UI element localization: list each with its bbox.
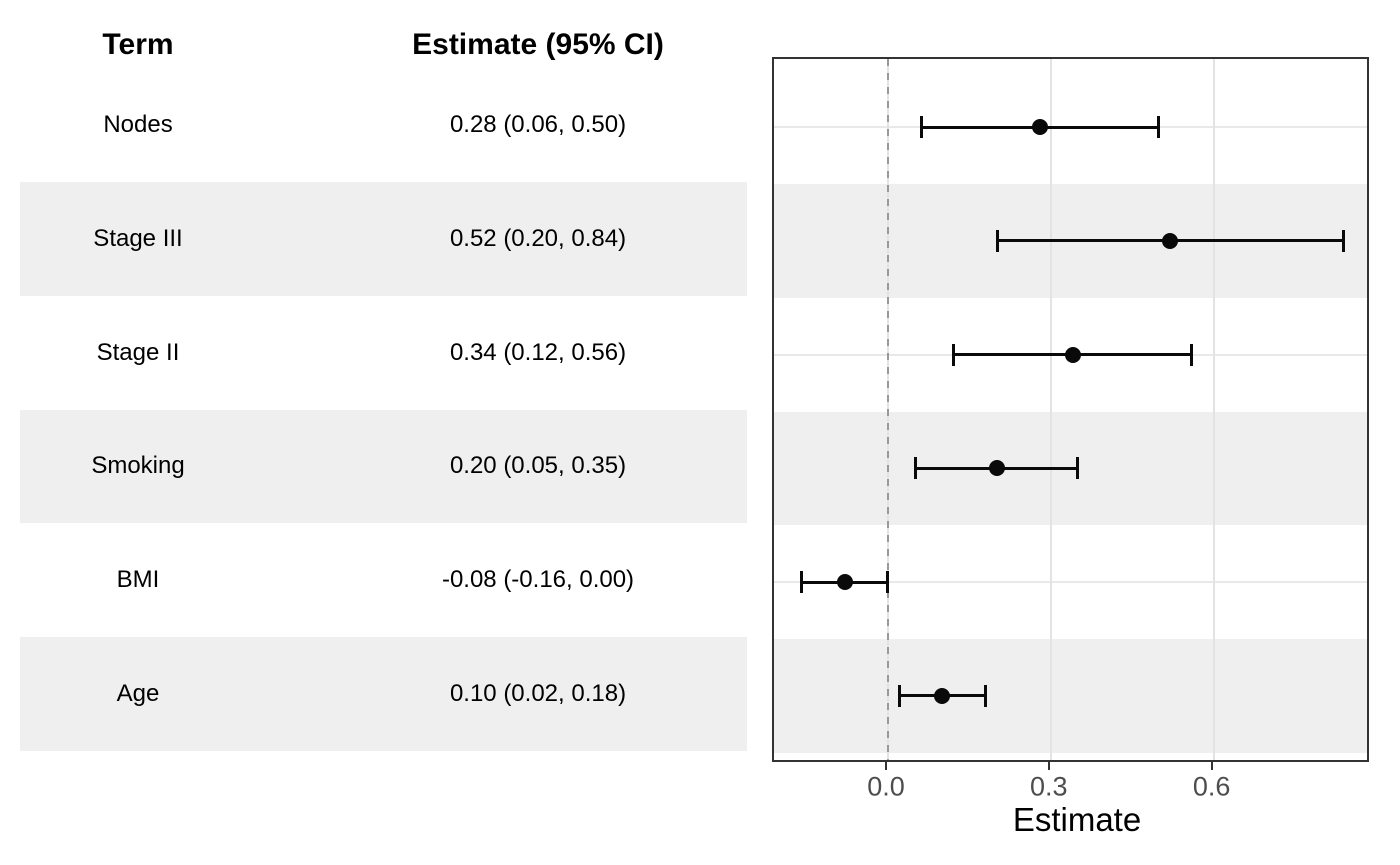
reference-line [886,59,889,760]
x-axis-title: Estimate [1012,801,1142,838]
estimate-ci-label: -0.08 (-0.16, 0.00) [441,566,635,594]
x-tick-label: 0.6 [1192,771,1231,802]
x-tick-label: 0.0 [867,771,905,802]
error-bar-cap-left [995,229,999,252]
error-bar-cap-left [914,457,918,480]
error-bar-cap-left [897,684,901,707]
term-label: Age [116,679,160,707]
term-label: Stage II [96,338,180,366]
estimate-ci-label: 0.20 (0.05, 0.35) [449,452,627,480]
x-tick-label: 0.3 [1030,771,1068,802]
point-estimate-marker [988,460,1005,477]
error-bar-cap-right [983,684,987,707]
error-bar-cap-left [800,571,804,594]
plot-panel [772,57,1369,762]
error-bar-cap-right [885,571,889,594]
gridline-x [1049,59,1052,760]
row-stripe-table [20,409,747,524]
estimate-ci-label: 0.10 (0.02, 0.18) [449,679,627,707]
point-estimate-marker [1064,346,1081,363]
x-axis-tick [1210,762,1213,770]
point-estimate-marker [1031,119,1048,136]
term-label: Stage III [93,224,183,252]
error-bar-cap-left [919,116,923,139]
x-axis-tick [1047,762,1050,770]
estimate-ci-label: 0.34 (0.12, 0.56) [449,338,627,366]
point-estimate-marker [934,687,951,704]
error-bar-cap-right [1189,343,1193,366]
error-bar-cap-right [1157,116,1161,139]
estimate-ci-label: 0.52 (0.20, 0.84) [449,224,627,252]
row-stripe-table [20,636,747,751]
table-header-estimate: Estimate (95% CI) [412,28,664,61]
point-estimate-marker [1162,232,1179,249]
table-header-term: Term [102,28,174,61]
row-stripe-table [20,182,747,296]
point-estimate-marker [836,574,853,591]
error-bar-cap-right [1075,457,1079,480]
estimate-ci-label: 0.28 (0.06, 0.50) [449,111,627,139]
row-stripe-plot [774,638,1367,753]
term-label: BMI [116,566,160,594]
term-label: Nodes [103,111,173,139]
x-axis-tick [884,762,887,770]
term-label: Smoking [91,452,185,480]
gridline-x [1212,59,1215,760]
error-bar-cap-left [952,343,956,366]
error-bar-cap-right [1341,229,1345,252]
gridline-row [774,581,1367,584]
